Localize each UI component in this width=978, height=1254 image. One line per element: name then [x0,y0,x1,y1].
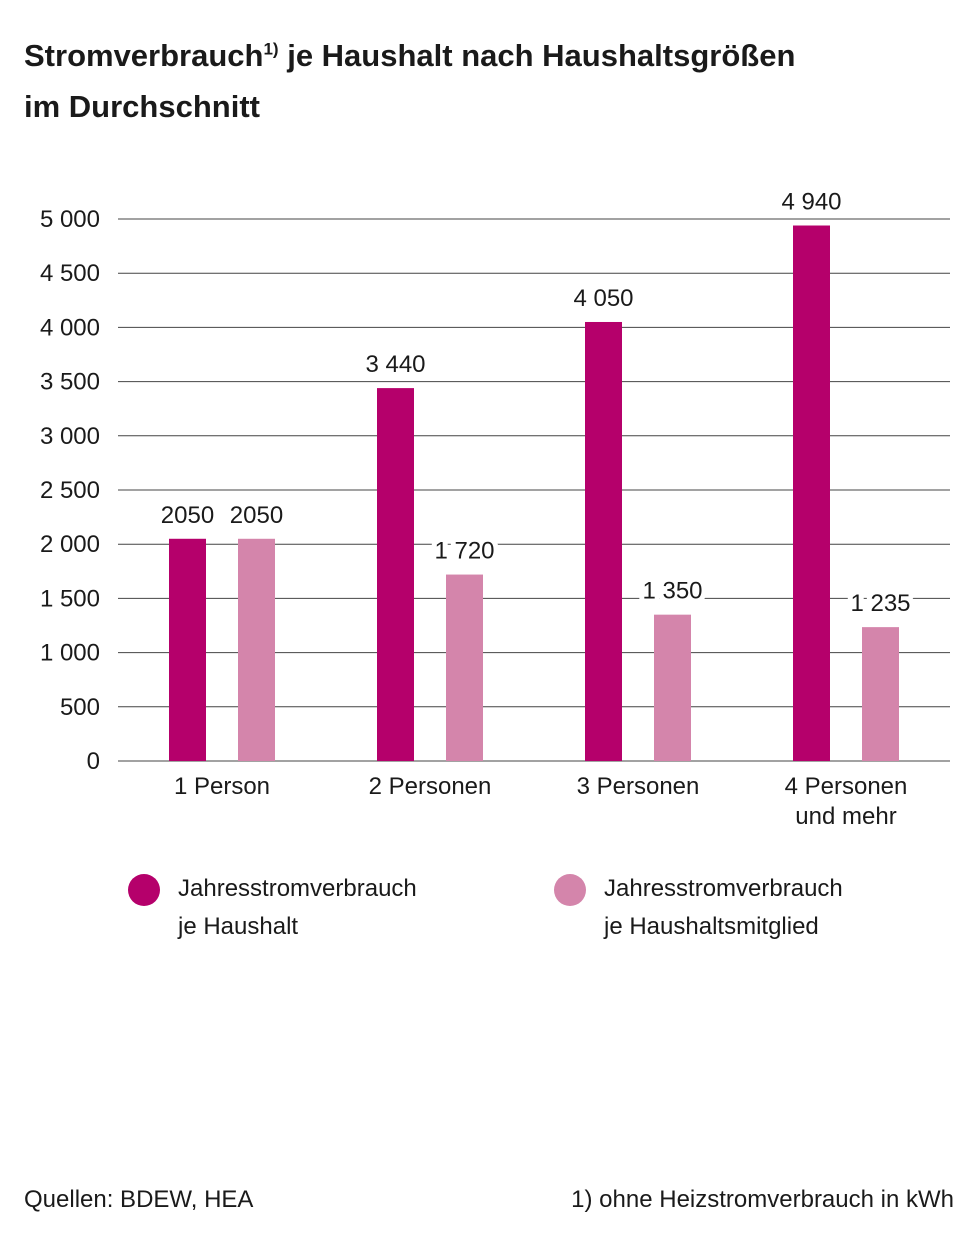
y-tick-label: 4 500 [40,260,100,287]
x-axis-tick-labels: 1 Person 2 Personen 3 Personen 4 Personen un… [174,773,907,830]
bars [169,225,899,761]
y-tick-label: 0 [87,748,100,775]
data-label-halo: 4 940 [781,189,841,216]
legend-label-series-2: Jahresstromverbrauch je Haushaltsmitglie… [604,870,843,946]
title-main: Stromverbrauch [24,38,264,73]
legend-label-series-2-line1: Jahresstromverbrauch [604,875,843,902]
title-footnote-marker: 1) [263,39,279,59]
bar-series-1 [169,538,206,761]
data-label-series-1: 4 050 [573,285,633,312]
y-tick-label: 2 500 [40,477,100,504]
y-tick-label: 3 000 [40,423,100,450]
source-note: Quellen: BDEW, HEA [24,1186,254,1213]
data-label-series-1: 3 440 [365,351,425,378]
title-line2: im Durchschnitt [24,89,260,124]
y-tick-label: 500 [60,694,100,721]
data-label-halo: 1 350 [642,578,702,605]
data-label-halo: 2050 [230,502,283,529]
data-label-halo: 3 440 [365,351,425,378]
y-tick-label: 5 000 [40,206,100,233]
data-label-series-1: 4 940 [781,189,841,216]
y-tick-label: 3 500 [40,369,100,396]
data-label-series-2: 1 350 [642,578,702,605]
data-label-halo: 4 050 [573,285,633,312]
data-label-halo: 1 235 [850,590,910,617]
footnote: 1) ohne Heizstromverbrauch in kWh [571,1186,954,1213]
x-tick-label: 1 Person [174,773,270,800]
title-rest: je Haushalt nach Haushaltsgrößen [278,38,796,73]
legend-label-series-1-line1: Jahresstromverbrauch [178,875,417,902]
legend-label-series-1: Jahresstromverbrauch je Haushalt [178,870,417,946]
data-label-series-1: 2050 [161,502,214,529]
chart-title: Stromverbrauch1) je Haushalt nach Hausha… [24,30,964,132]
y-tick-label: 1 000 [40,640,100,667]
data-label-halo: 2050 [161,502,214,529]
legend-label-series-1-line2: je Haushalt [178,913,299,940]
bar-series-1 [377,388,414,761]
data-label-halo: 1 720 [434,538,494,565]
bar-series-1 [793,225,830,761]
data-label-series-2: 1 720 [434,538,494,565]
legend-swatch-series-1 [128,874,160,906]
legend-label-series-2-line2: je Haushaltsmitglied [604,913,819,940]
bar-series-1 [585,321,622,761]
data-label-series-2: 1 235 [850,590,910,617]
data-label-series-2: 2050 [230,502,283,529]
x-tick-label: 2 Personen [369,773,492,800]
y-tick-label: 2 000 [40,531,100,558]
y-tick-label: 1 500 [40,585,100,612]
bar-series-2 [446,574,483,761]
y-tick-label: 4 000 [40,314,100,341]
bar-series-2 [654,614,691,761]
x-tick-label: 4 Personen [785,773,908,800]
x-tick-label: und mehr [795,803,896,830]
legend-swatch-series-2 [554,874,586,906]
bar-series-2 [238,538,275,761]
y-axis-tick-labels: 0 500 1 000 1 500 2 000 2 500 3 000 3 500 4 000 4… [40,206,100,775]
x-tick-label: 3 Personen [577,773,700,800]
bar-series-2 [862,627,899,761]
bar-chart: 0 500 1 000 1 500 2 000 2 500 3 000 3 500 4 000 4… [39,184,950,830]
